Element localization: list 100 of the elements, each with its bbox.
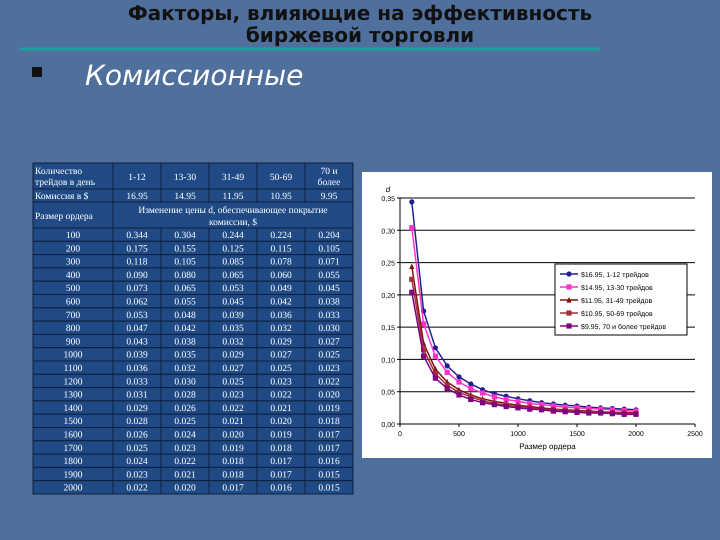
data-label: 0.017 bbox=[270, 457, 292, 468]
data-label: 0.085 bbox=[222, 258, 244, 268]
data-label: 0.016 bbox=[270, 484, 292, 494]
data-label: 0.017 bbox=[318, 430, 340, 440]
point bbox=[480, 390, 486, 396]
data-label: 0.049 bbox=[270, 284, 292, 294]
text: Размер ордера bbox=[35, 212, 94, 222]
data-label: 0.055 bbox=[318, 270, 340, 281]
data-label: 0.028 bbox=[126, 417, 148, 428]
data-label: 0.025 bbox=[222, 377, 244, 388]
data-label: 0.042 bbox=[174, 324, 196, 334]
data-label: 0.036 bbox=[270, 310, 292, 321]
data-label: 0.024 bbox=[174, 430, 196, 440]
data-label: 0.023 bbox=[174, 444, 196, 454]
y-tick-label: 300 bbox=[66, 258, 80, 268]
point bbox=[456, 374, 462, 380]
x-tick-label: 1-12 bbox=[128, 173, 146, 183]
data-label: 0.030 bbox=[174, 377, 196, 388]
data-label: 0.023 bbox=[318, 364, 340, 374]
data-label: 0.029 bbox=[270, 337, 292, 348]
text: 16.95 bbox=[126, 192, 148, 202]
data-label: 0.029 bbox=[126, 404, 148, 414]
data-label: 0.018 bbox=[222, 470, 244, 480]
y-tick-label: 1000 bbox=[64, 350, 83, 361]
point bbox=[468, 386, 474, 392]
chart-subtitle: Комиссионные bbox=[85, 59, 304, 92]
y-tick-label: 1500 bbox=[64, 417, 83, 428]
point bbox=[409, 199, 414, 204]
data-label: 0.024 bbox=[126, 457, 148, 468]
data-label: 0.022 bbox=[222, 404, 244, 414]
data-label: 0.023 bbox=[126, 470, 148, 480]
data-label: 0.073 bbox=[126, 284, 148, 294]
y-tick-label: 800 bbox=[66, 324, 80, 334]
point bbox=[456, 392, 462, 398]
x-tick-label: 13-30 bbox=[174, 173, 196, 183]
point bbox=[421, 354, 426, 359]
text: 10.95 bbox=[270, 192, 292, 202]
data-label: 0.026 bbox=[126, 430, 148, 440]
chart-title: Факторы, влияющие на эффективность биржевой торговли bbox=[128, 1, 592, 47]
data-label: 0.090 bbox=[126, 270, 148, 281]
y-tick-label: 1300 bbox=[64, 390, 83, 401]
y-tick-label: 200 bbox=[66, 244, 80, 254]
x-tick-label: 70 и более bbox=[318, 167, 340, 188]
data-label: 0.118 bbox=[126, 258, 148, 268]
point bbox=[444, 370, 450, 375]
data-label: 0.020 bbox=[270, 417, 292, 428]
data-label: 0.022 bbox=[318, 377, 340, 388]
data-label: 0.023 bbox=[270, 377, 292, 388]
data-label: 0.033 bbox=[318, 310, 340, 321]
y-tick-label: 1700 bbox=[64, 444, 83, 454]
data-label: 0.105 bbox=[318, 244, 340, 254]
point bbox=[409, 225, 414, 230]
data-label: 0.031 bbox=[126, 390, 148, 401]
text: Изменение цены d, обеспечивающее покрытие комиссии, $ bbox=[138, 206, 328, 228]
point bbox=[409, 263, 414, 270]
y-tick-label: 600 bbox=[66, 298, 80, 308]
data-label: 0.045 bbox=[318, 284, 340, 294]
data-label: 0.021 bbox=[270, 404, 292, 414]
data-label: 0.025 bbox=[126, 444, 148, 454]
y-tick-label: 500 bbox=[66, 284, 80, 294]
data-label: 0.032 bbox=[270, 324, 292, 334]
data-label: 0.020 bbox=[222, 430, 244, 440]
point bbox=[409, 276, 414, 282]
point bbox=[456, 379, 462, 385]
data-label: 0.016 bbox=[318, 457, 340, 468]
data-label: 0.018 bbox=[318, 417, 340, 428]
y-tick-label: 1800 bbox=[64, 457, 83, 468]
data-label: 0.033 bbox=[126, 377, 148, 388]
data-label: 0.043 bbox=[126, 337, 148, 348]
data-label: 0.105 bbox=[174, 258, 196, 268]
data-label: 0.053 bbox=[126, 310, 148, 321]
data-label: 0.071 bbox=[318, 258, 340, 268]
point bbox=[409, 290, 414, 295]
data-label: 0.030 bbox=[318, 324, 340, 334]
data-label: 0.038 bbox=[174, 337, 196, 348]
data-label: 0.018 bbox=[270, 444, 292, 454]
data-label: 0.017 bbox=[270, 470, 292, 480]
data-label: 0.022 bbox=[126, 484, 148, 494]
point bbox=[444, 363, 450, 368]
y-tick-label: 700 bbox=[66, 310, 80, 321]
point bbox=[504, 396, 509, 402]
data-label: 0.224 bbox=[270, 231, 292, 241]
data-label: 0.204 bbox=[318, 231, 340, 241]
y-tick-label: 100 bbox=[66, 231, 80, 241]
data-label: 0.042 bbox=[270, 298, 292, 308]
data-label: 0.125 bbox=[222, 244, 244, 254]
data-label: 0.055 bbox=[174, 298, 196, 308]
data-label: 0.015 bbox=[318, 484, 340, 494]
data-label: 0.023 bbox=[222, 390, 244, 401]
point bbox=[468, 396, 474, 402]
data-label: 0.027 bbox=[318, 337, 340, 348]
data-label: 0.036 bbox=[126, 364, 148, 374]
data-label: 0.038 bbox=[318, 298, 340, 308]
data-label: 0.175 bbox=[126, 244, 148, 254]
data-label: 0.344 bbox=[126, 231, 148, 241]
point bbox=[432, 376, 438, 381]
data-label: 0.025 bbox=[318, 350, 340, 361]
data-label: 0.019 bbox=[270, 430, 292, 440]
y-tick-label: 900 bbox=[66, 337, 80, 348]
data-label: 0.017 bbox=[318, 444, 340, 454]
